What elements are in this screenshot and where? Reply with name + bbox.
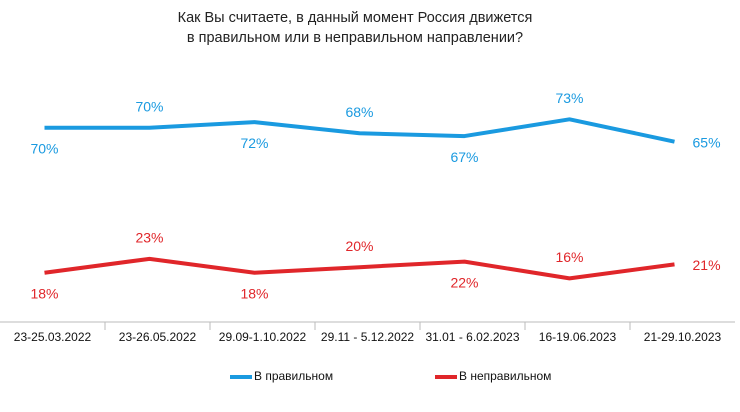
legend-label: В правильном: [254, 369, 333, 383]
value-label: 72%: [240, 135, 268, 151]
value-label: 70%: [30, 140, 58, 156]
x-tick-label: 21-29.10.2023: [644, 330, 722, 344]
line: [44, 256, 675, 281]
x-tick-label: 23-25.03.2022: [14, 330, 92, 344]
value-label: 68%: [345, 104, 373, 120]
chart-title: в правильном или в неправильном направле…: [187, 30, 523, 46]
value-label: 23%: [135, 230, 163, 246]
x-tick-label: 29.09-1.10.2022: [219, 330, 307, 344]
x-tick-label: 29.11 - 5.12.2022: [321, 330, 415, 344]
x-tick-label: 31.01 - 6.02.2023: [425, 330, 519, 344]
legend-label: В неправильном: [459, 369, 551, 383]
value-label: 18%: [30, 285, 58, 301]
value-label: 18%: [240, 285, 268, 301]
value-label: 21%: [693, 257, 721, 273]
line: [44, 117, 675, 144]
chart-title: Как Вы считаете, в данный момент Россия …: [178, 10, 533, 26]
value-label: 65%: [693, 134, 721, 150]
value-label: 22%: [450, 274, 478, 290]
x-tick-label: 16-19.06.2023: [539, 330, 617, 344]
value-label: 67%: [450, 149, 478, 165]
value-label: 20%: [345, 238, 373, 254]
x-tick-label: 23-26.05.2022: [119, 330, 197, 344]
value-label: 16%: [555, 249, 583, 265]
value-label: 73%: [555, 90, 583, 106]
value-label: 70%: [135, 98, 163, 114]
